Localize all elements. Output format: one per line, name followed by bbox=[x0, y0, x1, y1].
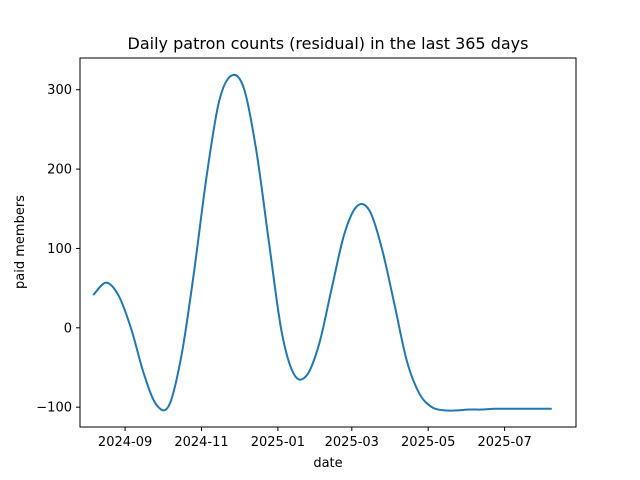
y-tick-label: 200 bbox=[47, 163, 72, 178]
y-tick-label: 300 bbox=[47, 83, 72, 98]
x-tick-label: 2025-01 bbox=[251, 435, 305, 450]
y-tick-label: −100 bbox=[36, 401, 72, 416]
x-tick-label: 2024-09 bbox=[98, 435, 152, 450]
x-tick-label: 2025-07 bbox=[477, 435, 531, 450]
x-axis-label: date bbox=[313, 456, 342, 471]
chart-title: Daily patron counts (residual) in the la… bbox=[128, 34, 529, 53]
x-axis-ticks: 2024-09 2024-11 2025-01 2025-03 2025-05 2025-… bbox=[98, 427, 532, 450]
x-tick-label: 2025-03 bbox=[325, 435, 379, 450]
x-tick-label: 2025-05 bbox=[401, 435, 455, 450]
y-tick-label: 0 bbox=[64, 321, 72, 336]
x-tick-label: 2024-11 bbox=[174, 435, 228, 450]
plot-area bbox=[79, 57, 577, 428]
series-line bbox=[92, 73, 552, 412]
y-axis-ticks: −100 0 100 200 300 bbox=[36, 83, 80, 416]
y-axis-label: paid members bbox=[13, 195, 28, 289]
y-tick-label: 100 bbox=[47, 242, 72, 257]
